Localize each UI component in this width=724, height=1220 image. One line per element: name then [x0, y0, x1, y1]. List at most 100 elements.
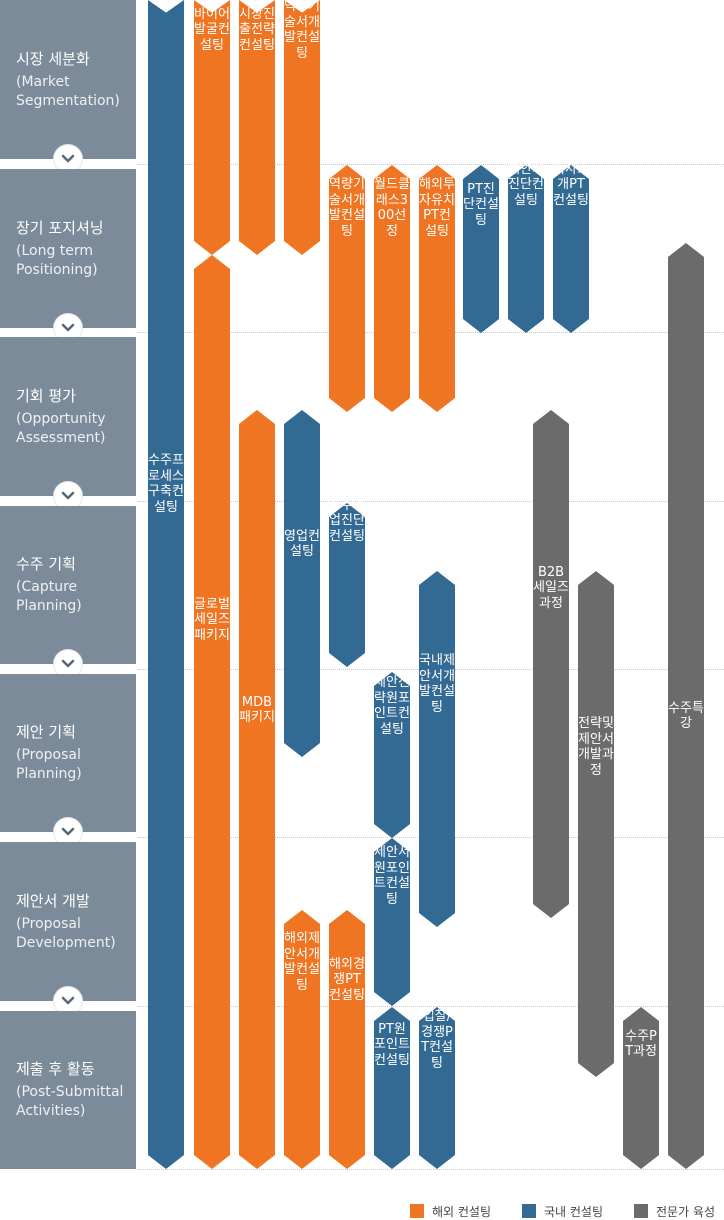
chevron-down-icon	[54, 482, 82, 510]
stage-english-line-2: Segmentation)	[16, 92, 120, 109]
program-bar-p10: 제안서진단컨설팅	[508, 161, 544, 333]
arrow-bar-shape	[668, 243, 704, 1169]
program-label: PT원포인트컨설팅	[374, 1021, 410, 1068]
program-bar-p17: 국내제안서개발컨설팅	[419, 571, 455, 927]
arrow-bar-shape	[329, 910, 365, 1169]
program-label: 시장진출전략컨설팅	[239, 6, 275, 53]
program-bar-p06: 역량기술서개발컨설팅	[329, 165, 365, 412]
program-bar-p08: 해외투자유치PT컨설팅	[419, 165, 455, 412]
stage-4: 수주 기획 (Capture Planning)	[0, 506, 136, 664]
chevron-down-icon	[54, 818, 82, 846]
stage-english-line-1: (Post-Submittal	[16, 1084, 124, 1100]
program-label: PT진단컨설팅	[463, 181, 499, 228]
arrow-bar-shape	[239, 0, 275, 255]
arrow-bar-shape	[533, 410, 569, 918]
arrow-bar-shape	[329, 503, 365, 667]
program-label: 역량기술서개발컨설팅	[329, 177, 365, 239]
program-label: 해외경쟁PT컨설팅	[329, 956, 365, 1003]
program-bar-p02: 바이어발굴컨설팅	[194, 0, 230, 255]
program-bar-p14: 영업컨설팅	[284, 410, 320, 757]
arrow-bar-shape	[148, 0, 184, 1169]
program-bar-p05: 글로벌세일즈패키지	[194, 255, 230, 1169]
program-bar-p16: 수주영업진단컨설팅	[329, 498, 365, 667]
arrow-bar-shape	[508, 165, 544, 333]
program-label: 입찰/경쟁PT컨설팅	[421, 1009, 453, 1071]
program-label: 제안서원포인트컨설팅	[374, 845, 410, 907]
legend-item-overseas: 해외 컨설팅	[410, 1203, 491, 1219]
legend-item-domestic: 국내 컨설팅	[522, 1203, 603, 1219]
arrow-bar-shape	[194, 0, 230, 255]
stage-7: 제출 후 활동 (Post-Submittal Activities)	[0, 1011, 136, 1169]
program-bar-p18: 전략및제안서개발과정	[578, 571, 614, 1077]
program-label: 글로벌세일즈패키지	[194, 596, 230, 643]
program-bar-p24: PT원포인트컨설팅	[374, 1007, 410, 1169]
legend-label: 전문가 육성	[656, 1204, 716, 1219]
program-label: 수주프로세스 구축컨설팅	[148, 453, 184, 515]
stage-english-line-1: (Opportunity	[16, 410, 106, 427]
stage-title: 장기 포지셔닝	[16, 218, 104, 237]
program-bar-p07: 월드클래스300선정	[374, 165, 410, 412]
program-bar-p19: 제안전략원포인트컨설팅	[374, 672, 410, 838]
program-bar-p04: 역량기술서개발컨설팅	[284, 0, 320, 255]
stage-6: 제안서 개발 (Proposal Development)	[0, 842, 136, 1001]
arrow-bar-shape	[419, 571, 455, 927]
stage-title: 수주 기획	[16, 555, 76, 573]
program-label: 전략및제안서개발과정	[578, 716, 614, 778]
program-bar-p12: 수주특강	[668, 243, 704, 1169]
program-label: 해외제안서개발컨설팅	[284, 931, 320, 993]
stage-divider	[138, 164, 724, 165]
program-label: 월드클래스300선정	[374, 177, 410, 239]
stage-divider	[138, 1006, 724, 1007]
program-label: 바이어발굴컨설팅	[194, 6, 230, 53]
stage-english-line-2: Planning)	[16, 766, 82, 782]
legend-item-expert: 전문가 육성	[634, 1203, 715, 1219]
program-bar-p03: 시장진출전략컨설팅	[239, 0, 275, 255]
stage-english-line-2: Planning)	[16, 598, 82, 614]
arrow-bar-shape	[284, 0, 320, 255]
legend-swatch	[522, 1204, 536, 1218]
program-label: B2B세일즈과정	[533, 564, 569, 611]
arrow-bar-shape	[623, 1007, 659, 1169]
program-label: 역량기술서개발컨설팅	[284, 0, 320, 61]
arrow-bar-shape	[284, 410, 320, 757]
arrow-bar-shape	[329, 165, 365, 412]
stage-title: 제출 후 활동	[16, 1060, 95, 1078]
stage-title: 기회 평가	[16, 386, 76, 405]
stage-title: 시장 세분화	[16, 49, 90, 68]
stage-english-line-1: (Proposal	[16, 747, 81, 763]
program-bar-p23: 수주PT과정	[623, 1007, 659, 1169]
stage-3: 기회 평가 (Opportunity Assessment)	[0, 337, 136, 496]
arrow-bar-shape	[419, 1007, 455, 1169]
program-bar-p09: PT진단컨설팅	[463, 165, 499, 333]
program-label: 수주특강	[668, 700, 704, 732]
program-label: 제안서진단컨설팅	[508, 161, 544, 208]
program-bar-p20: 해외제안서개발컨설팅	[284, 910, 320, 1169]
legend-swatch	[634, 1204, 648, 1218]
program-label: 제안전략원포인트컨설팅	[374, 675, 410, 737]
stage-english-line-2: Positioning)	[16, 261, 98, 278]
legend-label: 해외 컨설팅	[432, 1204, 492, 1219]
program-bar-p25: 입찰/경쟁PT컨설팅	[419, 1007, 455, 1169]
chevron-down-icon	[54, 145, 82, 173]
stage-divider	[138, 501, 724, 502]
program-bar-p15: B2B세일즈과정	[533, 410, 569, 918]
stage-english-line-1: (Capture	[16, 579, 78, 595]
arrow-bar-shape	[239, 410, 275, 1169]
arrow-bar-shape	[284, 910, 320, 1169]
stage-divider	[138, 1169, 724, 1170]
stage-title: 제안서 개발	[16, 891, 90, 910]
stage-2: 장기 포지셔닝 (Long term Positioning)	[0, 169, 136, 328]
program-label: 국내제안서개발컨설팅	[419, 653, 455, 715]
arrow-bar-shape	[419, 165, 455, 412]
stage-english-line-1: (Long term	[16, 242, 94, 259]
stage-english-line-2: Development)	[16, 934, 116, 951]
program-label: 수주영업진단컨설팅	[329, 497, 365, 544]
stage-title: 제안 기획	[16, 723, 76, 741]
arrow-bar-shape	[553, 165, 589, 333]
chevron-down-icon	[54, 650, 82, 678]
arrow-bar-shape	[374, 165, 410, 412]
chevron-down-icon	[54, 987, 82, 1015]
stage-english-line-1: (Market	[16, 73, 70, 90]
arrow-bar-shape	[374, 838, 410, 1006]
